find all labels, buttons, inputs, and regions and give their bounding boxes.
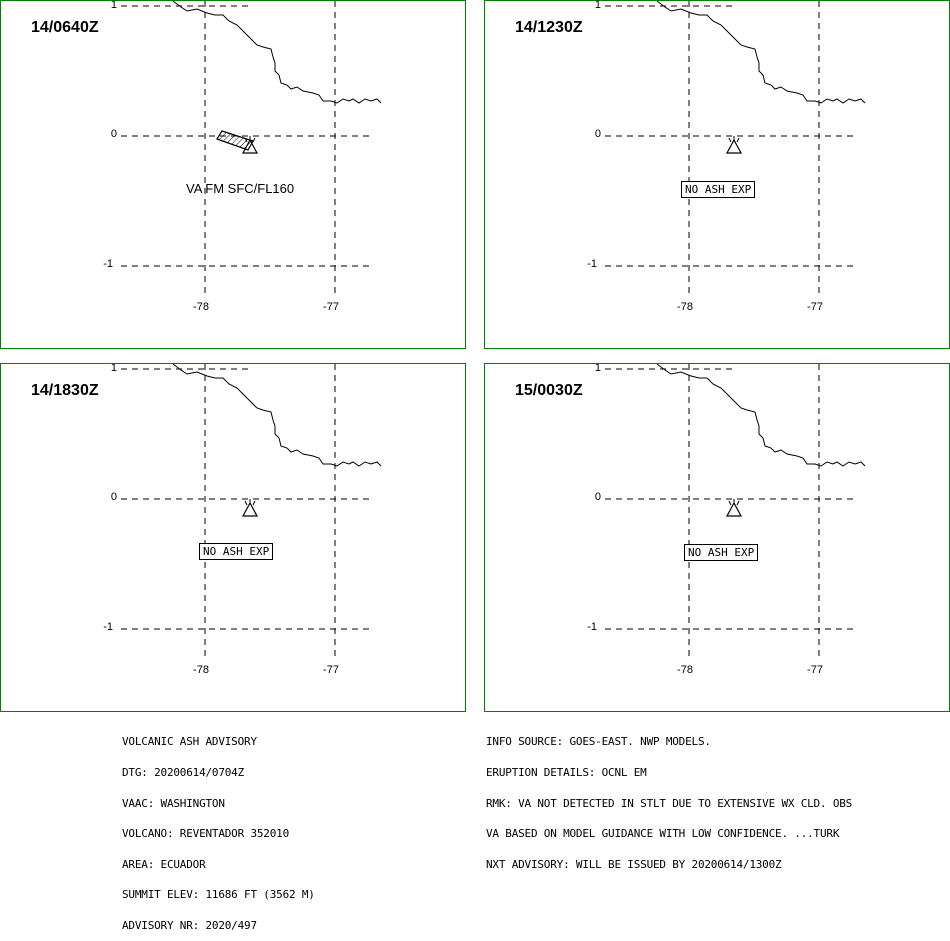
- advisory-header-block: VOLCANIC ASH ADVISORY DTG: 20200614/0704…: [122, 717, 315, 941]
- ash-area-polygon: [216, 130, 254, 151]
- ash-layer-label: VA FM SFC/FL160: [186, 181, 295, 196]
- remarks-line: INFO SOURCE: GOES-EAST. NWP MODELS.: [486, 735, 711, 749]
- coastline: [656, 363, 866, 467]
- y-tick-label: 0: [594, 128, 601, 140]
- advisory-line: SUMMIT ELEV: 11686 FT (3562 M): [122, 888, 315, 902]
- y-tick-label: 0: [110, 128, 117, 140]
- map-panel-2: 14/1230Z 1 0 -1 -78 -77 NO ASH EXP: [484, 0, 950, 349]
- map-panel-4: 15/0030Z 1 0 -1 -78 -77 NO ASH EXP: [484, 362, 950, 712]
- advisory-line: VOLCANIC ASH ADVISORY: [122, 735, 257, 749]
- volcano-icon: [241, 499, 259, 517]
- y-tick-label: 1: [110, 0, 117, 11]
- volcano-plume: [728, 136, 740, 143]
- panel-time: 14/1830Z: [31, 382, 99, 399]
- advisory-line: ADVISORY NR: 2020/497: [122, 919, 257, 933]
- no-ash-label: NO ASH EXP: [681, 181, 756, 198]
- map-panel-3: 14/1830Z 1 0 -1 -78 -77 NO ASH EXP: [0, 362, 466, 712]
- x-tick-label: -77: [807, 664, 823, 676]
- y-tick-label: 1: [594, 362, 601, 374]
- no-ash-label: NO ASH EXP: [199, 543, 274, 560]
- volcano-icon: [725, 499, 743, 517]
- no-ash-label: NO ASH EXP: [684, 544, 759, 561]
- y-tick-label: 1: [110, 362, 117, 374]
- coastline: [172, 363, 382, 467]
- y-tick-label: 0: [110, 491, 117, 503]
- remarks-line: NXT ADVISORY: WILL BE ISSUED BY 20200614…: [486, 857, 782, 871]
- remarks-line: VA BASED ON MODEL GUIDANCE WITH LOW CONF…: [486, 827, 840, 841]
- map-panel-1: 14/0640Z 1 0 -1 -78 -77 VA FM SFC/FL160: [0, 0, 466, 349]
- map-canvas: [605, 363, 866, 656]
- map-canvas: [121, 363, 382, 656]
- advisory-line: DTG: 20200614/0704Z: [122, 766, 245, 780]
- panel-time: 14/1230Z: [515, 19, 583, 36]
- volcano-triangle: [725, 138, 743, 154]
- coastline: [172, 0, 382, 104]
- y-tick-label: -1: [103, 258, 113, 270]
- volcano-plume: [728, 499, 740, 506]
- x-tick-label: -78: [193, 664, 209, 676]
- y-tick-label: -1: [103, 621, 113, 633]
- x-tick-label: -78: [677, 664, 693, 676]
- x-tick-label: -77: [807, 301, 823, 313]
- y-tick-label: 1: [594, 0, 601, 11]
- panel-time: 14/0640Z: [31, 19, 99, 36]
- volcano-triangle: [725, 501, 743, 517]
- volcano-icon: [725, 136, 743, 154]
- y-tick-label: 0: [594, 491, 601, 503]
- volcano-triangle: [241, 501, 259, 517]
- advisory-remarks-block: INFO SOURCE: GOES-EAST. NWP MODELS. ERUP…: [486, 717, 852, 880]
- x-tick-label: -78: [193, 301, 209, 313]
- remarks-line: ERUPTION DETAILS: OCNL EM: [486, 766, 647, 780]
- coastline: [656, 0, 866, 104]
- y-tick-label: -1: [587, 258, 597, 270]
- y-tick-label: -1: [587, 621, 597, 633]
- remarks-line: RMK: VA NOT DETECTED IN STLT DUE TO EXTE…: [486, 796, 853, 810]
- advisory-line: AREA: ECUADOR: [122, 857, 206, 871]
- x-tick-label: -78: [677, 301, 693, 313]
- advisory-line: VOLCANO: REVENTADOR 352010: [122, 827, 289, 841]
- map-canvas: [605, 0, 866, 293]
- x-tick-label: -77: [323, 301, 339, 313]
- volcano-plume: [244, 499, 256, 506]
- x-tick-label: -77: [323, 664, 339, 676]
- advisory-line: VAAC: WASHINGTON: [122, 796, 225, 810]
- map-canvas: [121, 0, 382, 293]
- panel-time: 15/0030Z: [515, 382, 583, 399]
